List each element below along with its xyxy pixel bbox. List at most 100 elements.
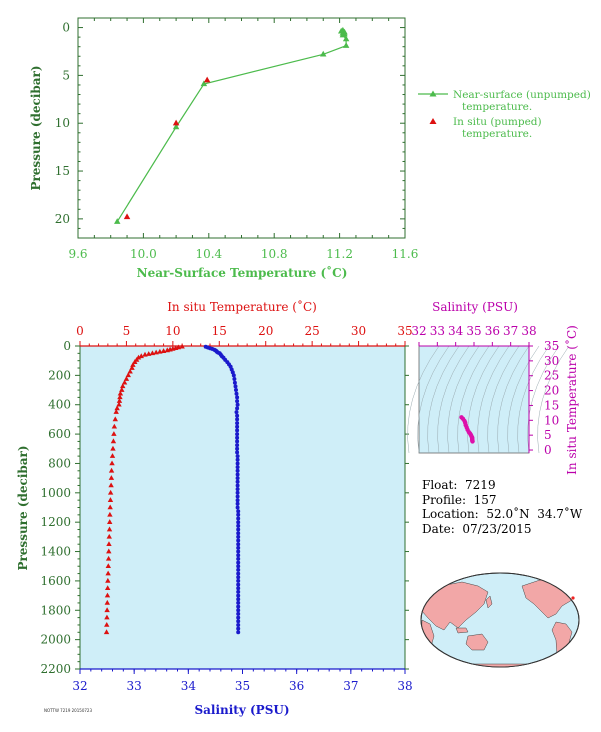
temperature-point: [129, 365, 135, 370]
ts-y-tick-label: 25: [544, 369, 559, 383]
temperature-point: [107, 504, 113, 510]
top-y-tick-label: 10: [55, 116, 70, 130]
map-japan: [485, 595, 493, 609]
salinity-tick-label: 35: [235, 679, 250, 693]
temperature-point: [110, 438, 117, 444]
temperature-point: [107, 519, 113, 524]
salinity-point: [235, 413, 240, 418]
temperature-point: [125, 372, 131, 378]
salinity-point: [235, 432, 240, 437]
top-x-tick-label: 11.6: [392, 247, 419, 261]
top-x-tick-label: 10.8: [261, 247, 288, 261]
temperature-axis-label: In situ Temperature (˚C): [167, 299, 317, 314]
temperature-point: [164, 347, 170, 353]
ts-right-axis-label: In situ Temperature (˚C): [564, 325, 579, 475]
pressure-tick-label: 1200: [40, 515, 71, 529]
salinity-point: [236, 520, 241, 525]
density-contour: [447, 345, 480, 454]
temperature-tick-label: 10: [165, 324, 180, 338]
temperature-tick-label: 0: [76, 324, 84, 338]
near-surface-point: [342, 35, 350, 42]
near-surface-point: [114, 218, 121, 224]
salinity-point: [236, 556, 241, 561]
top-y-tick-label: 20: [55, 212, 70, 226]
salinity-point: [236, 575, 241, 580]
in-situ-point: [203, 76, 211, 83]
salinity-point: [235, 472, 240, 477]
temperature-point: [123, 376, 130, 381]
temperature-point: [109, 453, 116, 458]
temperature-point: [117, 390, 124, 396]
density-contour: [467, 345, 500, 454]
temperature-point: [110, 445, 116, 451]
salinity-point: [235, 424, 240, 429]
temperature-point: [108, 467, 115, 473]
temperature-point: [107, 497, 114, 502]
salinity-point: [235, 479, 240, 484]
salinity-point: [236, 549, 241, 554]
salinity-point: [236, 542, 241, 547]
temperature-point: [106, 533, 112, 539]
salinity-point: [235, 421, 240, 426]
salinity-tick-label: 38: [397, 679, 412, 693]
density-contour: [537, 345, 570, 454]
salinity-point: [235, 487, 240, 492]
temperature-point: [111, 423, 118, 429]
salinity-point: [236, 523, 241, 528]
salinity-point: [236, 534, 241, 539]
salinity-point: [235, 454, 240, 459]
profile-number: Profile: 157: [422, 492, 497, 507]
salinity-point: [231, 373, 236, 378]
temperature-tick-label: 35: [397, 324, 412, 338]
temperature-point: [108, 475, 115, 480]
legend-in-situ-marker: [429, 118, 437, 124]
ts-y-tick-label: 20: [544, 384, 559, 398]
temperature-point: [146, 351, 152, 356]
map-greenland: [565, 573, 579, 587]
density-contour: [437, 345, 470, 454]
salinity-point: [234, 388, 238, 392]
salinity-point: [236, 615, 241, 620]
temperature-point: [107, 511, 113, 517]
ts-x-tick-label: 35: [466, 324, 481, 338]
density-contour: [487, 345, 520, 454]
temperature-point: [149, 350, 156, 356]
map-indonesia: [455, 627, 469, 634]
salinity-point: [236, 597, 241, 602]
salinity-point: [236, 593, 241, 598]
salinity-point: [236, 578, 241, 583]
salinity-point: [235, 428, 240, 433]
density-contour: [477, 345, 510, 454]
top-legend: Near-surface (unpumped) temperature. In …: [418, 89, 591, 140]
salinity-tick-label: 32: [72, 679, 87, 693]
pressure-tick-label: 0: [63, 339, 71, 353]
pressure-tick-label: 600: [48, 427, 71, 441]
temperature-point: [107, 489, 114, 495]
temperature-tick-label: 20: [258, 324, 273, 338]
salinity-point: [236, 531, 241, 536]
temperature-point: [116, 401, 122, 407]
salinity-point: [236, 619, 241, 624]
salinity-point: [232, 377, 237, 381]
salinity-point: [236, 582, 241, 587]
salinity-point: [236, 538, 241, 543]
salinity-point: [235, 450, 240, 455]
temperature-point: [120, 383, 126, 389]
float-location: Location: 52.0˚N 34.7˚W: [422, 507, 583, 521]
map-australia: [465, 633, 489, 651]
salinity-point: [235, 483, 240, 488]
salinity-point: [235, 399, 240, 404]
salinity-tick-label: 34: [181, 679, 197, 693]
salinity-point: [235, 446, 240, 451]
salinity-point: [236, 608, 241, 613]
top-y-tick-label: 15: [55, 164, 70, 178]
top-x-tick-label: 10.0: [130, 247, 157, 261]
temperature-point: [106, 548, 112, 554]
temperature-point: [106, 526, 113, 532]
temperature-point: [103, 629, 110, 635]
salinity-point: [235, 443, 240, 448]
ts-y-tick-label: 15: [544, 398, 559, 412]
ts-top-axis-label: Salinity (PSU): [432, 300, 518, 314]
